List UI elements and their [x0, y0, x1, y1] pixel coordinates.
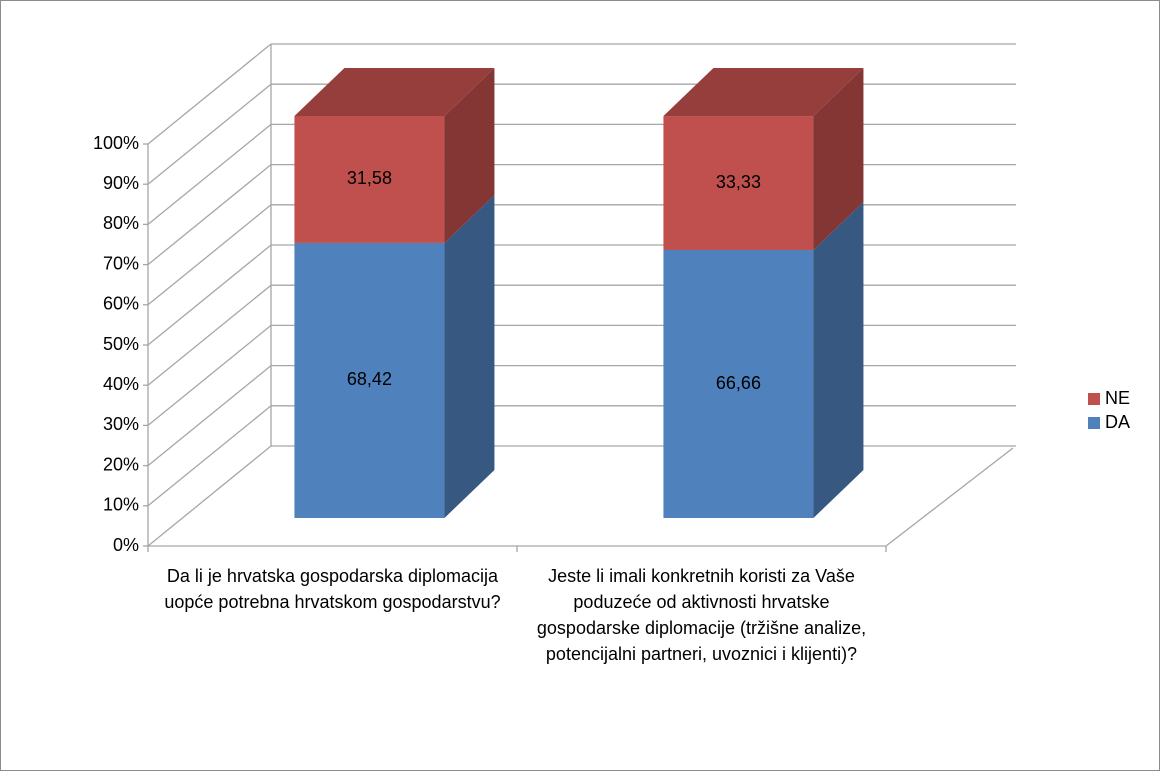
bar-side [444, 68, 495, 243]
floor-edge [148, 447, 1014, 547]
bar [294, 242, 445, 518]
y-tick-label: 30% [103, 414, 139, 434]
value-label: 66,66 [716, 373, 761, 393]
bar [663, 116, 814, 251]
bar-side [813, 68, 864, 251]
y-tick-label: 40% [103, 374, 139, 394]
legend-swatch [1088, 417, 1100, 429]
grid-line-side [147, 83, 272, 185]
y-tick-label: 50% [103, 334, 139, 354]
y-tick-label: 10% [103, 495, 139, 515]
grid-line-side [147, 204, 272, 306]
x-tick-label: Jeste li imali konkretnih koristi za Vaš… [536, 566, 867, 664]
legend-label: NE [1105, 388, 1130, 408]
y-tick-label: 90% [103, 173, 139, 193]
value-label: 33,33 [716, 172, 761, 192]
grid-line-side [147, 405, 272, 507]
value-label: 31,58 [347, 168, 392, 188]
x-tick-label: Da li je hrvatska gospodarska diplomacij… [164, 566, 501, 612]
bar [294, 116, 445, 243]
legend-swatch [1088, 393, 1100, 405]
bar-side [813, 202, 864, 518]
grid-line-side [147, 123, 272, 225]
grid-line-side [147, 365, 272, 467]
y-tick-label: 0% [113, 535, 139, 555]
y-tick-label: 80% [103, 213, 139, 233]
bar-top [294, 68, 495, 116]
y-tick-label: 70% [103, 253, 139, 273]
grid-line-side [147, 284, 272, 386]
bar-top [663, 68, 864, 117]
grid-line-side [147, 244, 272, 346]
y-tick-label: 20% [103, 454, 139, 474]
bar-side [444, 194, 495, 518]
bar [663, 250, 814, 518]
grid-line-side [147, 324, 272, 426]
y-tick-label: 60% [103, 294, 139, 314]
legend-label: DA [1105, 412, 1130, 432]
grid-line-side [147, 164, 272, 266]
grid-line-side [147, 445, 272, 547]
y-tick-label: 100% [93, 133, 139, 153]
grid-line-side [147, 43, 272, 145]
value-label: 68,42 [347, 369, 392, 389]
